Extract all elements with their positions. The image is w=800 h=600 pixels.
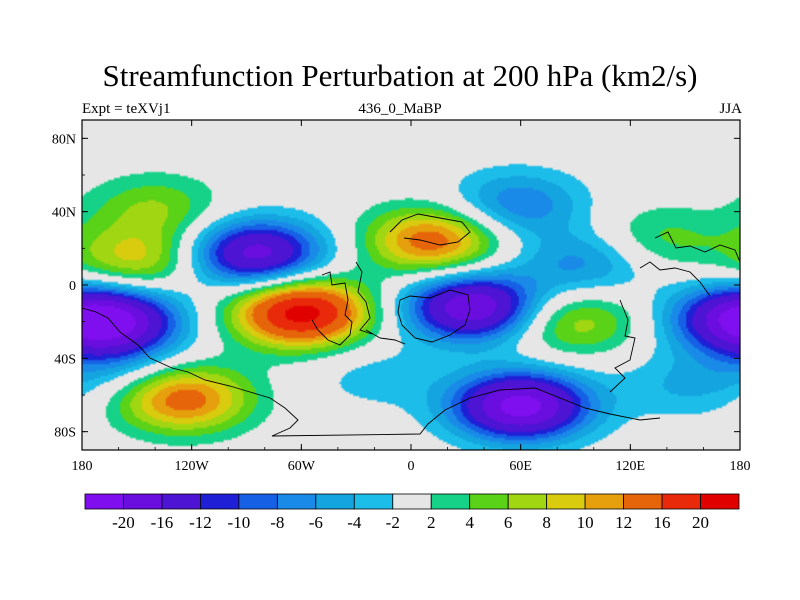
arabia-outline (365, 329, 406, 345)
colorbar-swatch (430, 493, 471, 510)
colorbar-label: 8 (542, 513, 551, 532)
colorbar-label: -4 (347, 513, 362, 532)
south-america-outline (311, 271, 353, 346)
y-axis: 80N 40N 0 40S 80S (52, 132, 740, 441)
colorbar-label: -2 (386, 513, 400, 532)
colorbar-swatch (123, 493, 163, 510)
africa-outline (397, 289, 471, 343)
x-tick-label: 180 (730, 459, 751, 474)
contour-field (82, 120, 740, 450)
x-tick-label: 180 (72, 459, 93, 474)
eurasia-outline (389, 213, 471, 246)
colorbar-label: 2 (427, 513, 436, 532)
colorbar-swatch (507, 493, 548, 510)
colorbar-swatch (161, 493, 201, 510)
y-tick-label: 0 (69, 279, 76, 294)
chart-title: Streamfunction Perturbation at 200 hPa (… (102, 58, 698, 93)
x-tick-label: 60W (288, 459, 316, 474)
colorbar-swatch (546, 493, 586, 510)
colorbar-label: -20 (112, 513, 135, 532)
colorbar-swatch (469, 493, 509, 510)
asia-east-outline (609, 299, 636, 393)
case-label: 436_0_MaBP (358, 101, 442, 117)
colorbar-swatch (315, 493, 355, 510)
colorbar: -20 -16 -12 -10 -8 -6 -4 -2 2 4 6 8 10 12 16 20 (84, 493, 740, 532)
pacific-islands-outline (639, 261, 711, 297)
colorbar-swatch (276, 493, 317, 510)
colorbar-swatch (238, 493, 278, 510)
colorbar-label: 20 (692, 513, 709, 532)
colorbar-swatch (200, 493, 240, 510)
colorbar-label: 4 (465, 513, 474, 532)
x-tick-label: 120W (175, 459, 210, 474)
colorbar-label: -16 (151, 513, 174, 532)
season-label: JJA (719, 101, 742, 117)
antarctic-coast-outline (82, 307, 661, 437)
y-tick-label: 40S (54, 352, 76, 367)
colorbar-swatch (700, 493, 740, 510)
x-tick-label: 60E (509, 459, 532, 474)
colorbar-label: -10 (228, 513, 251, 532)
colorbar-swatch (353, 493, 394, 510)
x-axis: 180 120W 60W 0 60E 120E 180 (72, 120, 751, 474)
colorbar-swatch (84, 493, 124, 510)
experiment-label: Expt = teXVj1 (82, 101, 171, 117)
australia-outline (654, 231, 740, 263)
colorbar-swatch (661, 493, 701, 510)
colorbar-label: -6 (309, 513, 323, 532)
y-tick-label: 80N (52, 132, 76, 147)
colorbar-label: 6 (504, 513, 513, 532)
x-tick-label: 120E (616, 459, 646, 474)
x-tick-label: 0 (408, 459, 415, 474)
colorbar-swatch (584, 493, 624, 510)
colorbar-label: 16 (654, 513, 671, 532)
europe-outline (355, 261, 373, 335)
plot-area (81, 119, 741, 451)
y-tick-label: 40N (52, 206, 76, 221)
colorbar-swatch (392, 493, 432, 510)
colorbar-label: -12 (189, 513, 212, 532)
colorbar-label: 12 (615, 513, 632, 532)
continent-outlines (82, 213, 740, 437)
y-tick-label: 80S (54, 426, 76, 441)
colorbar-label: 10 (577, 513, 594, 532)
colorbar-swatch (623, 493, 663, 510)
colorbar-label: -8 (270, 513, 284, 532)
